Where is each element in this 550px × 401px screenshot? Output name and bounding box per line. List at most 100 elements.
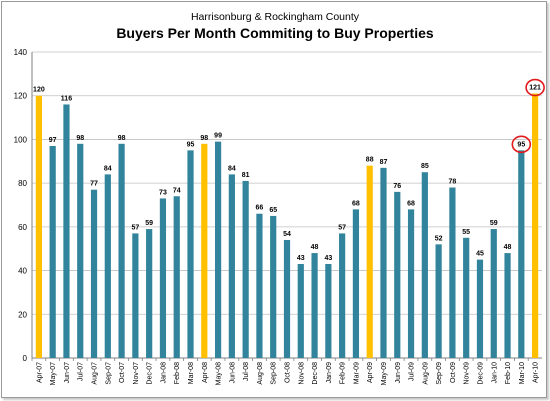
data-label: 98 — [76, 135, 84, 142]
y-tick-label: 60 — [18, 223, 27, 232]
data-label: 84 — [228, 165, 236, 172]
data-label: 121 — [529, 85, 541, 92]
data-label: 68 — [407, 200, 415, 207]
bar — [242, 180, 249, 358]
y-tick-label: 140 — [14, 48, 28, 57]
x-tick-label: Oct-09 — [450, 362, 457, 383]
bar — [325, 264, 332, 358]
x-tick-label: Nov-07 — [133, 362, 140, 385]
x-tick-label: Apr-08 — [202, 362, 209, 383]
bar — [77, 143, 84, 358]
data-label: 95 — [517, 141, 525, 148]
x-tick-label: Sep-08 — [271, 362, 278, 385]
data-label: 88 — [366, 157, 374, 164]
bar — [187, 150, 194, 358]
x-tick-label: Jul-09 — [409, 362, 416, 381]
data-label: 78 — [449, 179, 457, 186]
x-tick-label: Dec-08 — [312, 362, 319, 385]
data-label: 85 — [421, 163, 429, 170]
bar — [35, 95, 42, 358]
x-tick-label: Jan-10 — [491, 362, 498, 384]
x-tick-label: Jul-08 — [243, 362, 250, 381]
x-tick-label: Jul-07 — [78, 362, 85, 381]
data-label: 65 — [269, 207, 277, 214]
x-tick-label: Dec-07 — [147, 362, 154, 385]
x-tick-label: Nov-09 — [464, 362, 471, 385]
data-label: 95 — [187, 141, 195, 148]
y-tick-label: 100 — [14, 135, 28, 144]
data-label: 74 — [173, 187, 181, 194]
x-tick-label: Aug-09 — [422, 362, 429, 385]
data-label: 99 — [214, 133, 222, 140]
x-tick-label: Jun-08 — [229, 362, 236, 384]
x-tick-label: Sep-09 — [436, 362, 443, 385]
x-tick-label: Dec-09 — [477, 362, 484, 385]
bar — [311, 253, 318, 358]
y-tick-label: 40 — [18, 267, 27, 276]
bar — [366, 165, 373, 358]
data-label: 48 — [504, 244, 512, 251]
x-tick-label: Oct-07 — [119, 362, 126, 383]
bar — [504, 253, 511, 358]
bar — [407, 209, 415, 358]
bar — [256, 213, 263, 358]
bar — [518, 150, 525, 358]
y-tick-label: 80 — [18, 179, 27, 188]
bar — [283, 239, 291, 358]
bar — [421, 172, 428, 358]
data-label: 120 — [33, 87, 45, 94]
chart-subtitle: Harrisonburg & Rockingham County — [190, 11, 360, 23]
data-label: 43 — [324, 255, 332, 262]
bar — [214, 141, 222, 358]
bar — [532, 93, 539, 359]
x-tick-label: Jun-07 — [64, 362, 71, 384]
bar — [173, 196, 180, 358]
bar — [490, 229, 497, 358]
data-label: 45 — [476, 251, 484, 258]
bar — [118, 143, 125, 358]
data-label: 97 — [49, 137, 57, 144]
bar — [394, 191, 401, 358]
x-tick-label: Apr-10 — [533, 362, 540, 383]
bar — [449, 187, 456, 358]
data-label: 116 — [61, 95, 72, 102]
bar — [352, 209, 360, 358]
data-label: 59 — [145, 220, 153, 227]
x-tick-label: Mar-09 — [353, 362, 360, 384]
y-tick-label: 120 — [14, 92, 28, 101]
x-tick-label: Nov-08 — [298, 362, 305, 385]
bar — [339, 233, 346, 358]
data-label: 54 — [283, 231, 291, 238]
y-tick-label: 20 — [18, 310, 27, 319]
data-label: 81 — [242, 172, 250, 179]
annotation-circle — [525, 78, 545, 97]
bar — [228, 174, 235, 358]
x-tick-label: May-07 — [50, 362, 57, 385]
x-tick-label: Mar-10 — [519, 362, 526, 384]
data-label: 57 — [131, 224, 139, 231]
bar — [90, 189, 98, 358]
bar — [270, 215, 277, 358]
data-label: 98 — [200, 135, 208, 142]
data-label: 76 — [393, 183, 401, 190]
data-label: 73 — [159, 189, 167, 196]
data-label: 55 — [462, 229, 470, 236]
x-tick-label: May-08 — [216, 362, 223, 385]
data-label: 77 — [90, 181, 98, 188]
x-tick-label: Feb-10 — [505, 362, 512, 384]
bar — [159, 198, 167, 358]
bar — [297, 264, 304, 358]
data-label: 57 — [338, 224, 346, 231]
data-label: 66 — [256, 205, 264, 212]
x-tick-label: Oct-08 — [285, 362, 292, 383]
x-tick-label: Sep-07 — [105, 362, 112, 385]
x-tick-label: Feb-09 — [340, 362, 347, 384]
x-tick-label: Feb-08 — [174, 362, 181, 384]
x-tick-label: May-09 — [381, 362, 388, 385]
bar — [104, 174, 111, 358]
data-label: 48 — [311, 244, 319, 251]
data-label: 87 — [380, 159, 388, 166]
data-label: 98 — [118, 135, 126, 142]
x-tick-label: Aug-08 — [257, 362, 264, 385]
data-label: 68 — [352, 200, 360, 207]
